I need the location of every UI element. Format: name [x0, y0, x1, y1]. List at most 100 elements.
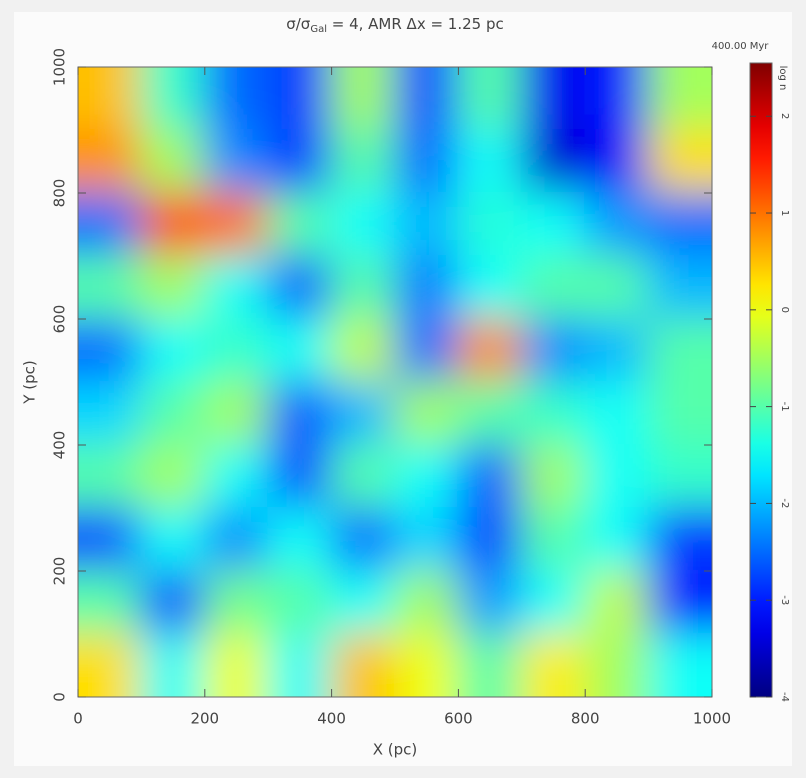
heat-cell [330, 129, 396, 194]
heat-cell [647, 507, 712, 572]
heat-cell [140, 129, 206, 194]
heat-cell [203, 255, 270, 320]
heat-cell [140, 67, 206, 131]
field [78, 67, 712, 697]
colorbar-tick-label: -2 [779, 498, 790, 508]
heat-cell [647, 381, 712, 446]
heat-cell [394, 129, 460, 194]
x-tick-label: 200 [190, 710, 219, 728]
heat-cell [330, 570, 396, 635]
y-axis-label: Y (pc) [21, 360, 39, 404]
heat-cell [584, 507, 650, 572]
x-tick-label: 800 [571, 710, 600, 728]
heat-cell [394, 570, 460, 635]
heat-cell [647, 67, 712, 131]
heat-cell [267, 67, 333, 131]
heat-cell [330, 381, 396, 446]
heat-cell [520, 633, 587, 697]
heat-cell [584, 192, 650, 257]
heat-cell [78, 67, 143, 131]
heat-cell [267, 255, 333, 320]
heat-cell [584, 633, 650, 697]
heat-cell [140, 570, 206, 635]
heat-cell [140, 192, 206, 257]
heat-cell [457, 318, 523, 383]
heat-cell [140, 633, 206, 697]
heat-cell [78, 318, 143, 383]
heat-cell [140, 381, 206, 446]
heat-cell [330, 507, 396, 572]
heat-cell [267, 633, 333, 697]
time-label: 400.00 Myr [712, 41, 770, 52]
heat-cell [584, 570, 650, 635]
colorbar-tick-label: 1 [779, 210, 790, 216]
heat-cell [267, 129, 333, 194]
heat-cell [520, 444, 587, 509]
heat-cell [647, 444, 712, 509]
heat-cell [140, 444, 206, 509]
heat-cell [457, 570, 523, 635]
heat-cell [203, 192, 270, 257]
heat-cell [584, 255, 650, 320]
heat-cell [394, 444, 460, 509]
heat-cell [584, 129, 650, 194]
heat-cell [203, 633, 270, 697]
heat-cell [78, 633, 143, 697]
cells [78, 67, 712, 697]
heat-cell [457, 192, 523, 257]
y-tick-label: 800 [51, 179, 69, 208]
heat-cell [203, 381, 270, 446]
heat-cell [78, 381, 143, 446]
heat-cell [140, 255, 206, 320]
heat-cell [457, 444, 523, 509]
heat-cell [647, 192, 712, 257]
colorbar-tick-label: -4 [779, 692, 790, 702]
heat-cell [647, 570, 712, 635]
heat-cell [584, 444, 650, 509]
colorbar-tick-label: -1 [779, 402, 790, 412]
heat-cell [330, 192, 396, 257]
heat-cell [394, 507, 460, 572]
heat-cell [330, 318, 396, 383]
heat-cell [330, 255, 396, 320]
heat-cell [520, 129, 587, 194]
plot-frame [77, 66, 713, 698]
y-tick-label: 0 [51, 692, 69, 702]
heat-cell [330, 444, 396, 509]
heat-cell [267, 507, 333, 572]
heat-cell [140, 318, 206, 383]
heat-cell [394, 381, 460, 446]
heat-cell [394, 318, 460, 383]
colorbar-tick-label: -3 [779, 595, 790, 605]
heat-cell [647, 318, 712, 383]
heat-cell [203, 444, 270, 509]
heat-cell [584, 381, 650, 446]
heat-cell [520, 318, 587, 383]
heat-cell [78, 192, 143, 257]
heat-cell [520, 570, 587, 635]
heat-cell [78, 507, 143, 572]
chart-title: σ/σGal = 4, AMR Δx = 1.25 pc [286, 15, 504, 36]
heat-cell [267, 318, 333, 383]
heat-cell [584, 318, 650, 383]
colorbar [749, 62, 773, 698]
heat-cell [584, 67, 650, 131]
heat-cell [203, 67, 270, 131]
heat-cell [394, 192, 460, 257]
heat-cell [330, 633, 396, 697]
heat-cell [330, 67, 396, 131]
heat-cell [267, 570, 333, 635]
x-tick-label: 1000 [693, 710, 731, 728]
heat-cell [647, 633, 712, 697]
x-tick-label: 600 [444, 710, 473, 728]
heat-cell [203, 318, 270, 383]
y-tick-label: 400 [51, 431, 69, 460]
heat-cell [78, 129, 143, 194]
colorbar-tick-label: 0 [779, 307, 790, 313]
heat-cell [520, 255, 587, 320]
heat-cell [267, 444, 333, 509]
heat-cell [203, 129, 270, 194]
heat-cell [203, 570, 270, 635]
y-tick-label: 200 [51, 557, 69, 586]
